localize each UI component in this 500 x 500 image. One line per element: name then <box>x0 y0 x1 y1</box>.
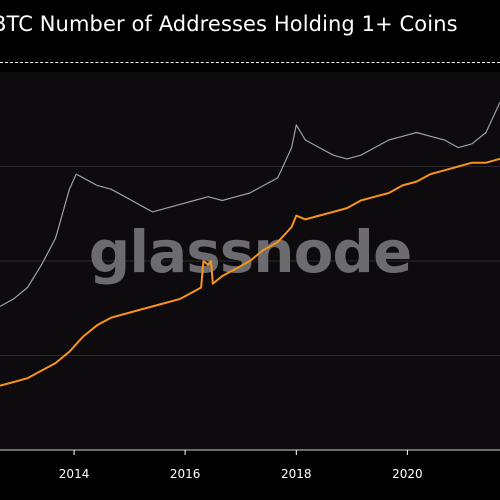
series-line-1 <box>0 101 500 307</box>
x-tick-label-2020: 2020 <box>392 467 423 481</box>
watermark-text: glassnode <box>89 218 412 286</box>
chart-title: BTC Number of Addresses Holding 1+ Coins <box>0 12 458 36</box>
x-tick-label-2016: 2016 <box>170 467 201 481</box>
chart-top-dashed-line <box>0 62 500 63</box>
series-line-0 <box>0 157 500 387</box>
x-tick-label-2014: 2014 <box>59 467 90 481</box>
x-tick-label-2018: 2018 <box>281 467 312 481</box>
